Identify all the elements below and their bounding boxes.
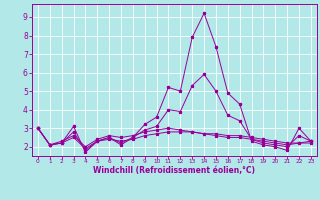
X-axis label: Windchill (Refroidissement éolien,°C): Windchill (Refroidissement éolien,°C) bbox=[93, 166, 255, 175]
